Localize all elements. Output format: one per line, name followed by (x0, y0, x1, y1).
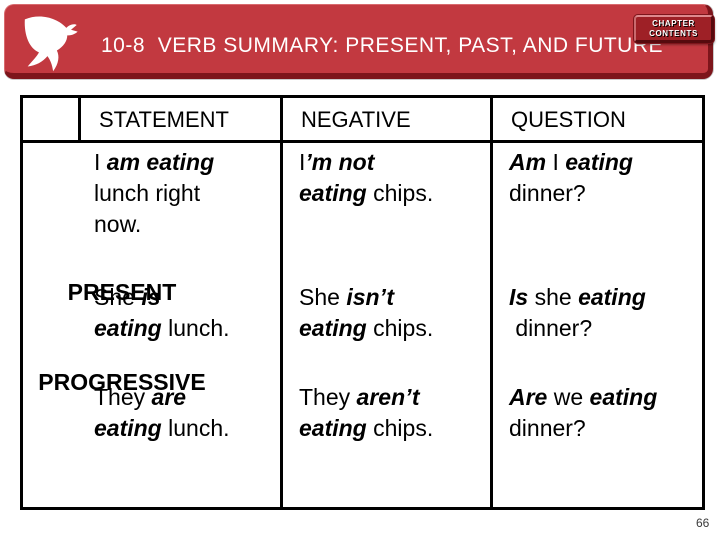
question-cell-row1: Am I eating dinner? (490, 143, 702, 278)
statement-cell-row1: PRESENT PROGRESSIVE I am eating lunch rig… (38, 143, 280, 395)
title-bar: 10-8 VERB SUMMARY: PRESENT, PAST, AND FU… (4, 4, 714, 79)
verb-summary-table: STATEMENT NEGATIVE QUESTION PRESENT PROG… (20, 95, 705, 510)
column-header-question: QUESTION (490, 98, 702, 143)
negative-cell-row2: She isn’t eating chips. (280, 278, 490, 378)
tense-label-line2: PROGRESSIVE (38, 369, 206, 395)
column-header-negative: NEGATIVE (280, 98, 490, 143)
slide-title: 10-8 VERB SUMMARY: PRESENT, PAST, AND FU… (101, 34, 664, 57)
negative-cell-row3: They aren’t eating chips. (280, 378, 490, 507)
tense-label-line1: PRESENT (67, 279, 177, 305)
page-number: 66 (696, 516, 710, 530)
question-cell-row3: Are we eating dinner? (490, 378, 702, 507)
chapter-contents-button-line1: CHAPTER (652, 19, 695, 28)
table-corner-cell (23, 98, 78, 143)
chapter-contents-button-line2: CONTENTS (649, 29, 698, 38)
chapter-contents-button[interactable]: CHAPTER CONTENTS (634, 15, 714, 43)
statement-cell-row3: They are eating lunch. (94, 384, 230, 441)
statement-cell-row2: She is eating lunch. (94, 284, 230, 341)
question-cell-row2: Is she eating dinner? (490, 278, 702, 378)
negative-cell-row1: I’m not eating chips. (280, 143, 490, 278)
column-header-statement: STATEMENT (78, 98, 280, 143)
swallow-bird-icon (24, 16, 78, 72)
tense-label-present-progressive: PRESENT PROGRESSIVE (33, 217, 211, 457)
